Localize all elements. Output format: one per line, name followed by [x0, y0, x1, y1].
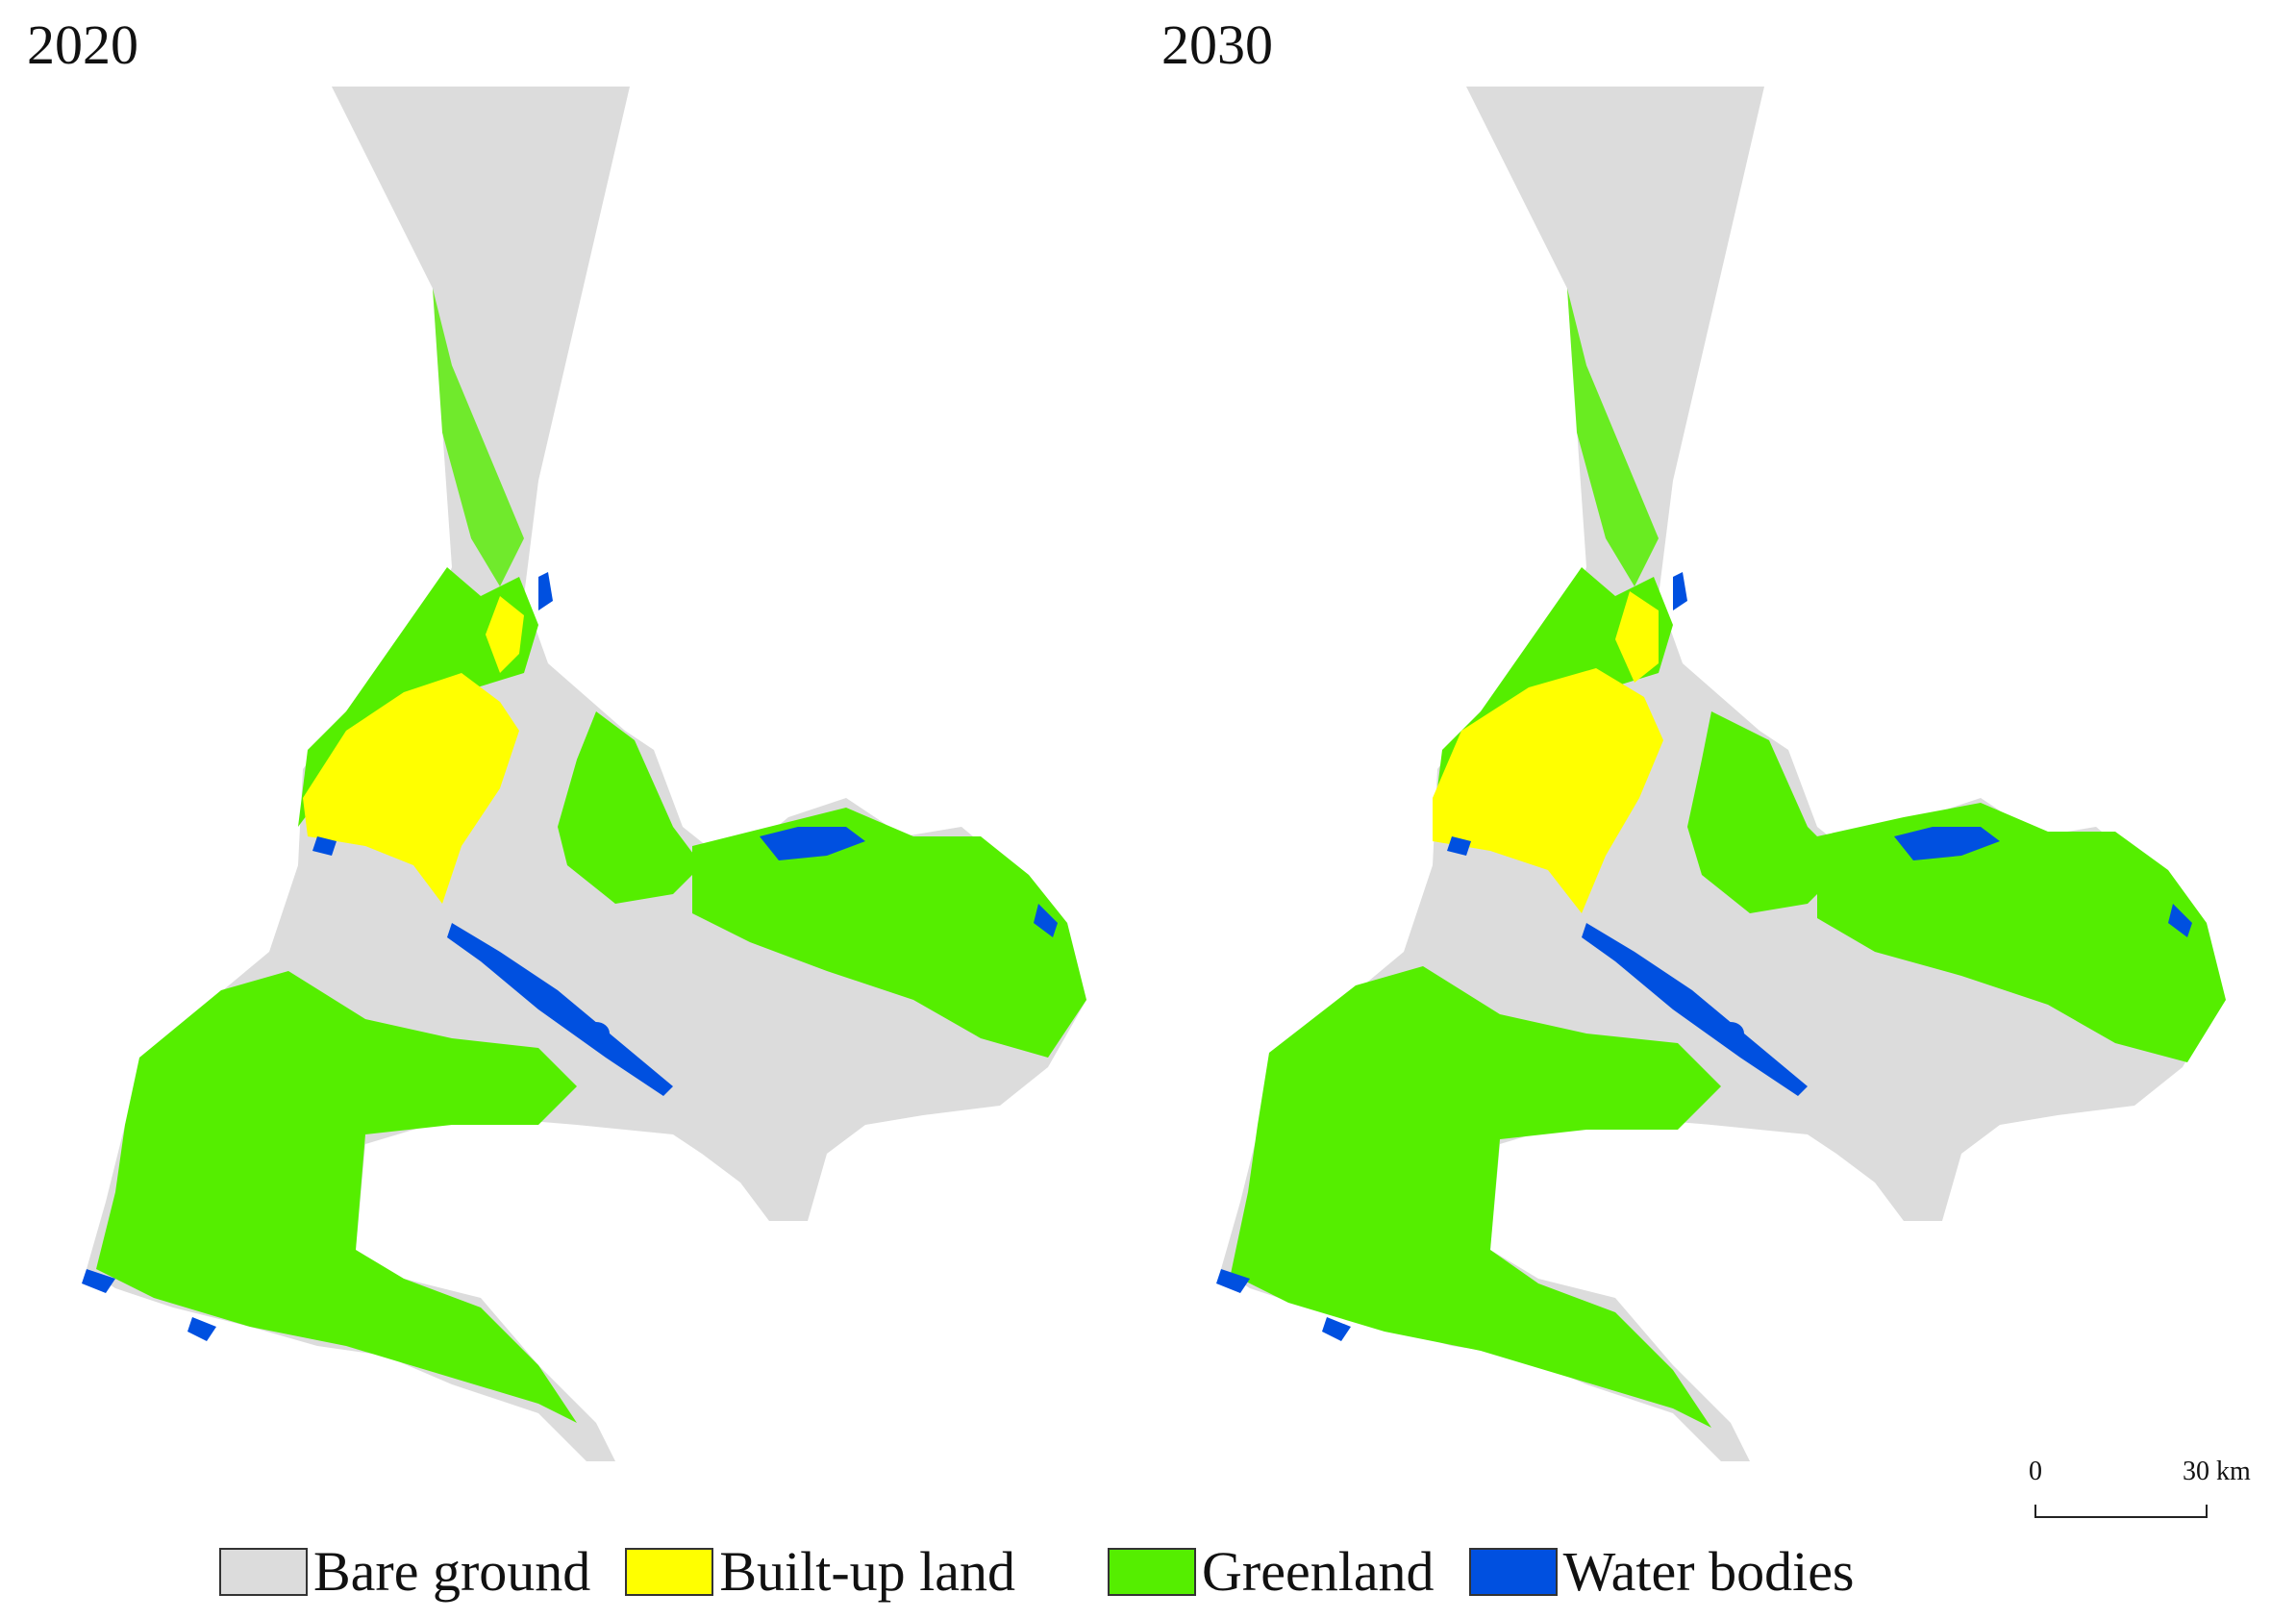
- scale-bar-line: [2034, 1505, 2208, 1518]
- legend-label: Greenland: [1202, 1540, 1435, 1603]
- map-panel-2020: 2020: [0, 0, 1148, 1500]
- greenland-region: [1231, 966, 1721, 1428]
- water-body: [1216, 1269, 1250, 1293]
- water-body: [1034, 904, 1058, 937]
- greenland-region: [692, 808, 1086, 1058]
- water-body: [312, 836, 337, 856]
- built-up-region: [486, 596, 524, 673]
- greenland-region: [1687, 711, 1846, 913]
- water-body: [583, 1022, 610, 1045]
- water-body: [1717, 1022, 1744, 1045]
- legend: Bare ground Built-up land Greenland Wate…: [219, 1538, 1889, 1606]
- built-up-region: [1433, 668, 1663, 913]
- scale-bar-max-label: 30 km: [2183, 1457, 2251, 1486]
- legend-swatch-greenland: [1108, 1548, 1197, 1596]
- legend-item-bare-ground: Bare ground: [219, 1544, 590, 1600]
- water-body: [187, 1317, 216, 1341]
- greenland-region: [1817, 803, 2226, 1062]
- land-use-map-2020: [82, 87, 1086, 1461]
- panel-title: 2030: [1161, 13, 1273, 76]
- built-up-region: [303, 673, 519, 904]
- legend-label: Built-up land: [719, 1540, 1016, 1603]
- water-body: [1673, 572, 1687, 610]
- legend-swatch-water-bodies: [1468, 1548, 1558, 1596]
- greenland-region: [433, 288, 524, 586]
- land-use-map-2030: [1216, 87, 2226, 1461]
- water-body: [1582, 923, 1808, 1096]
- legend-item-built-up-land: Built-up land: [625, 1544, 1015, 1600]
- water-body: [1447, 836, 1471, 856]
- greenland-region: [96, 971, 577, 1423]
- legend-item-greenland: Greenland: [1108, 1544, 1435, 1600]
- water-body: [1322, 1317, 1351, 1341]
- legend-label: Bare ground: [313, 1540, 591, 1603]
- legend-swatch-built-up-land: [625, 1548, 714, 1596]
- water-body: [447, 923, 673, 1096]
- water-body: [2168, 904, 2192, 937]
- water-body: [82, 1269, 115, 1293]
- water-body: [538, 572, 553, 610]
- greenland-region: [1567, 288, 1659, 586]
- legend-item-water-bodies: Water bodies: [1468, 1540, 1855, 1603]
- water-body: [1894, 827, 2000, 860]
- legend-swatch-bare-ground: [219, 1548, 308, 1596]
- map-panel-2030: 2030: [1135, 0, 2283, 1500]
- legend-label: Water bodies: [1562, 1540, 1855, 1603]
- greenland-region: [558, 711, 702, 904]
- built-up-region: [1615, 591, 1659, 683]
- scale-bar-zero-label: 0: [2029, 1457, 2042, 1486]
- water-body: [760, 827, 865, 860]
- scale-bar: 0 30 km: [2019, 1457, 2288, 1533]
- panel-title: 2020: [27, 13, 138, 76]
